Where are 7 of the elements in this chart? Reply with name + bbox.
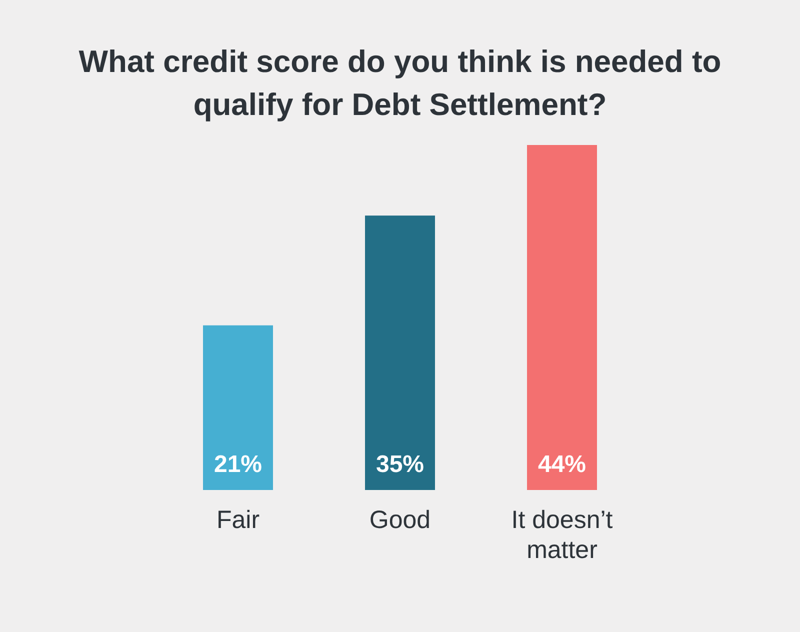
x-tick-label: It doesn’t matter bbox=[511, 506, 613, 564]
x-tick-label: Good bbox=[369, 506, 431, 534]
x-tick-label: Fair bbox=[216, 506, 260, 534]
data-label: 21% bbox=[214, 451, 262, 478]
data-label: 44% bbox=[538, 451, 586, 478]
chart-title: What credit score do you think is needed to qualify for Debt Settlement? bbox=[78, 44, 722, 122]
data-label: 35% bbox=[376, 451, 424, 478]
